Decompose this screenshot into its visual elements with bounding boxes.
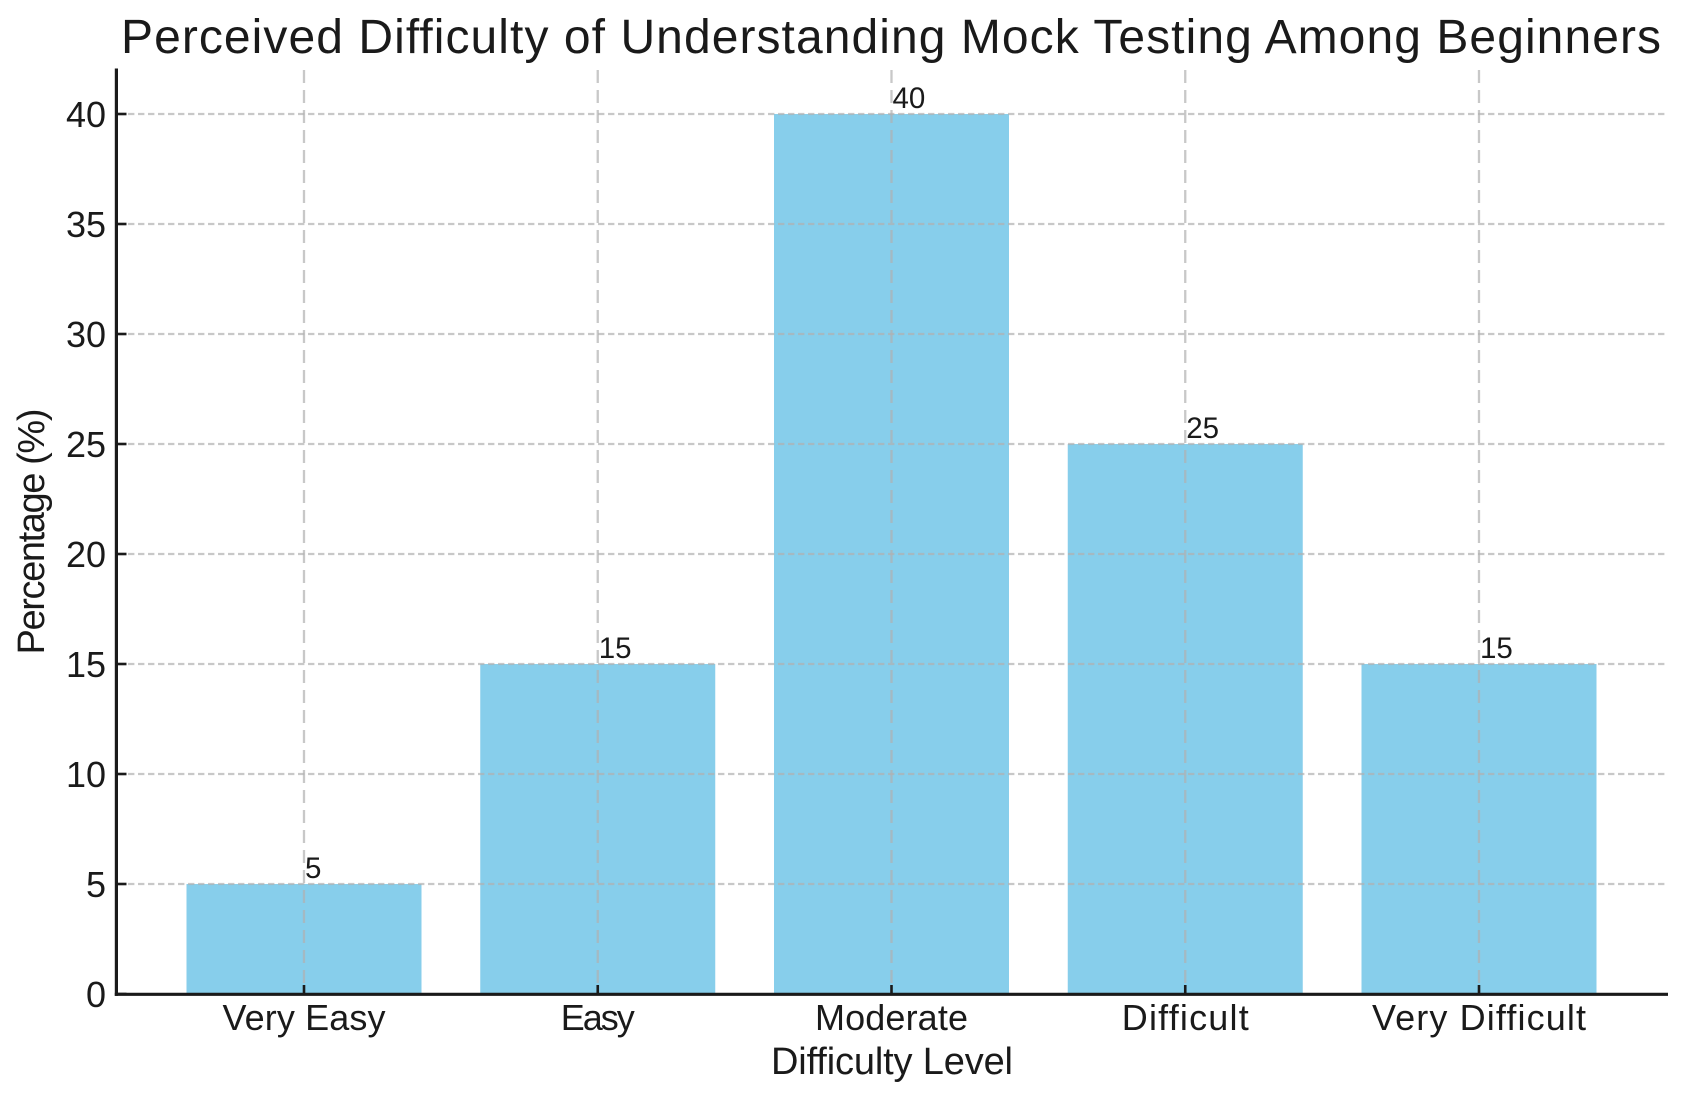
- svg-text:40: 40: [893, 82, 926, 115]
- svg-text:15: 15: [599, 632, 632, 665]
- svg-text:25: 25: [66, 424, 106, 465]
- svg-text:Moderate: Moderate: [815, 997, 968, 1038]
- svg-text:35: 35: [66, 204, 106, 245]
- svg-text:5: 5: [86, 864, 106, 905]
- svg-text:25: 25: [1186, 412, 1219, 445]
- svg-text:5: 5: [305, 852, 321, 885]
- svg-text:Difficult: Difficult: [1122, 997, 1249, 1038]
- svg-text:15: 15: [66, 644, 106, 685]
- svg-text:Percentage (%): Percentage (%): [11, 409, 53, 655]
- svg-text:40: 40: [66, 94, 106, 135]
- svg-text:10: 10: [66, 754, 106, 795]
- svg-text:Easy: Easy: [561, 997, 635, 1038]
- svg-text:Very Difficult: Very Difficult: [1372, 997, 1586, 1038]
- svg-text:15: 15: [1480, 632, 1513, 665]
- svg-text:0: 0: [86, 974, 106, 1015]
- svg-text:Difficulty Level: Difficulty Level: [771, 1041, 1013, 1083]
- svg-text:30: 30: [66, 314, 106, 355]
- svg-text:Perceived Difficulty of Unders: Perceived Difficulty of Understanding Mo…: [121, 11, 1661, 64]
- svg-text:20: 20: [66, 534, 106, 575]
- svg-text:Very Easy: Very Easy: [223, 997, 386, 1038]
